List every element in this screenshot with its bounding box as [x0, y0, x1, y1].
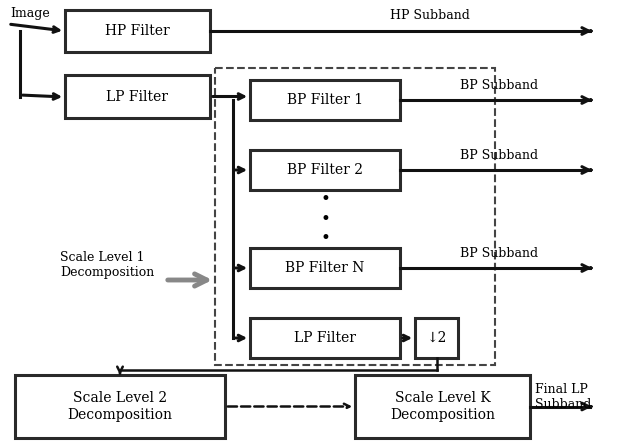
Bar [415, 318, 458, 358]
Text: •
•
•: • • • [320, 191, 330, 247]
Text: Scale Level K
Decomposition: Scale Level K Decomposition [390, 392, 495, 422]
Bar [215, 68, 495, 365]
Text: BP Filter N: BP Filter N [285, 261, 365, 275]
Bar [355, 375, 530, 438]
Text: BP Subband: BP Subband [460, 247, 538, 260]
Text: Final LP
Subband: Final LP Subband [535, 383, 591, 410]
Text: LP Filter: LP Filter [294, 331, 356, 345]
Text: HP Subband: HP Subband [390, 9, 470, 22]
Text: ↓2: ↓2 [427, 331, 446, 345]
Text: Scale Level 1
Decomposition: Scale Level 1 Decomposition [60, 251, 154, 279]
Text: LP Filter: LP Filter [107, 90, 169, 103]
Text: BP Filter 1: BP Filter 1 [287, 93, 363, 107]
Bar [250, 318, 400, 358]
Text: Scale Level 2
Decomposition: Scale Level 2 Decomposition [68, 392, 172, 422]
Bar [65, 10, 210, 52]
Bar [250, 248, 400, 288]
Text: HP Filter: HP Filter [105, 24, 170, 38]
Bar [250, 80, 400, 120]
Text: BP Filter 2: BP Filter 2 [287, 163, 363, 177]
Text: BP Subband: BP Subband [460, 149, 538, 162]
Bar [15, 375, 225, 438]
Text: BP Subband: BP Subband [460, 79, 538, 92]
Bar [250, 150, 400, 190]
Bar [65, 75, 210, 118]
Text: Image: Image [10, 7, 50, 20]
